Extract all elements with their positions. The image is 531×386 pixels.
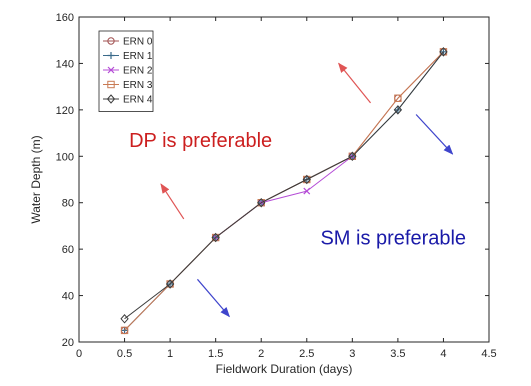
data-point <box>121 326 129 334</box>
x-tick-label: 4 <box>440 348 446 360</box>
legend-label: ERN 2 <box>123 66 153 77</box>
legend-entry: ERN 0 <box>103 37 153 48</box>
y-tick-label: 80 <box>62 198 74 210</box>
data-point <box>257 197 266 208</box>
series-ern-4 <box>120 47 448 324</box>
x-tick-label: 3.5 <box>390 348 405 360</box>
x-tick-label: 1.5 <box>208 348 223 360</box>
data-point <box>303 187 311 195</box>
data-point <box>393 105 403 115</box>
data-point <box>120 314 129 324</box>
x-tick-label: 3 <box>349 348 355 360</box>
direction-arrow <box>196 278 230 318</box>
legend-marker <box>106 94 116 104</box>
legend-label: ERN 0 <box>123 37 153 48</box>
y-tick-label: 40 <box>62 291 74 303</box>
direction-arrow <box>338 62 372 104</box>
legend-label: ERN 1 <box>123 51 153 62</box>
annotation-label: SM is preferable <box>320 228 466 250</box>
data-point <box>120 326 129 335</box>
x-axis-label: Fieldwork Duration (days) <box>216 362 353 376</box>
y-axis-label: Water Depth (m) <box>29 135 43 223</box>
data-point <box>439 48 447 56</box>
data-point <box>439 47 448 57</box>
series-line <box>124 51 444 320</box>
legend-marker <box>107 66 115 74</box>
y-tick-label: 160 <box>56 12 74 24</box>
legend-marker <box>107 37 115 45</box>
legend-marker <box>107 52 115 59</box>
series-line <box>215 155 353 238</box>
data-point <box>165 279 175 289</box>
y-tick-label: 60 <box>62 244 74 256</box>
y-tick-label: 20 <box>62 337 74 349</box>
data-point <box>302 174 311 185</box>
legend-entry: ERN 1 <box>103 51 153 62</box>
data-point <box>348 151 357 162</box>
legend-marker <box>107 80 115 89</box>
direction-arrow <box>160 183 185 220</box>
legend: ERN 0 ERN 1 ERN 2 ERN 3 ERN 4 <box>98 30 154 112</box>
y-tick-label: 140 <box>56 58 74 70</box>
y-tick-label: 100 <box>56 151 74 163</box>
data-point <box>211 232 220 243</box>
data-point <box>394 94 402 102</box>
direction-arrow <box>415 114 454 155</box>
legend-entry: ERN 2 <box>103 66 153 77</box>
legend-label: ERN 3 <box>123 80 153 91</box>
annotation-label: DP is preferable <box>129 130 272 152</box>
legend-entry: ERN 3 <box>103 80 153 91</box>
legend-entry: ERN 4 <box>103 94 153 106</box>
x-tick-label: 0.5 <box>117 348 132 360</box>
x-tick-label: 2.5 <box>299 348 314 360</box>
x-tick-label: 4.5 <box>481 348 496 360</box>
y-tick-label: 120 <box>56 105 74 117</box>
plot-area-frame <box>78 16 490 343</box>
x-tick-label: 1 <box>167 348 173 360</box>
legend-label: ERN 4 <box>123 95 153 106</box>
x-tick-label: 0 <box>76 348 82 360</box>
x-tick-label: 2 <box>258 348 264 360</box>
